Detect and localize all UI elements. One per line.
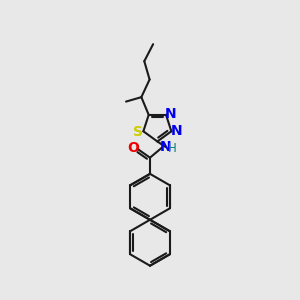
Text: H: H [168,142,176,155]
Text: N: N [160,140,171,154]
Text: N: N [170,124,182,138]
Text: O: O [128,141,140,155]
Text: S: S [134,125,143,139]
Text: N: N [165,107,176,121]
